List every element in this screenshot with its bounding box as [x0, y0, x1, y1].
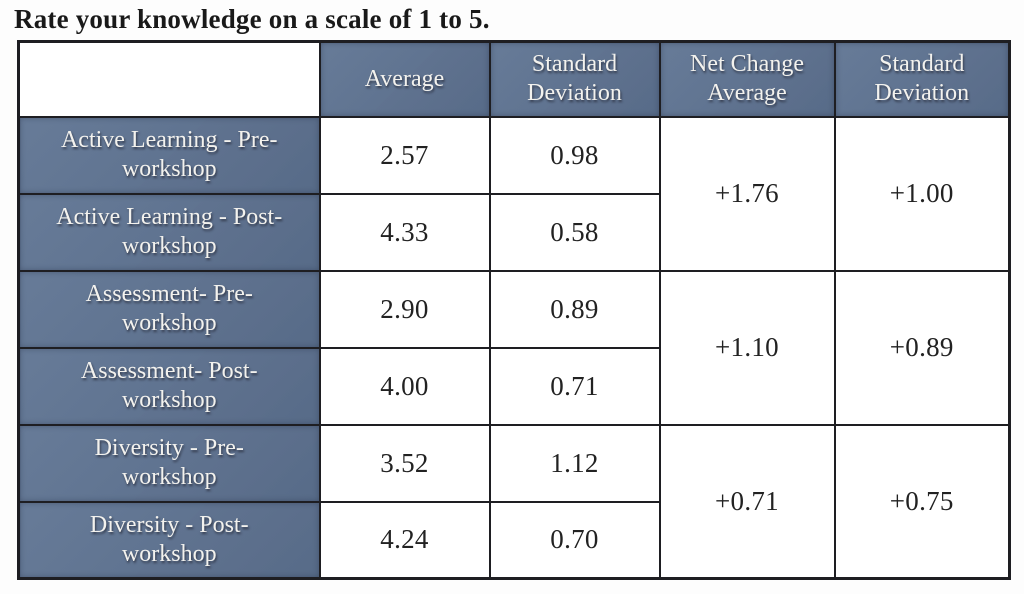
average-value: 2.90 [318, 269, 491, 349]
header-average: Average [318, 40, 491, 118]
average-value: 3.52 [318, 423, 491, 503]
average-value: 4.33 [318, 192, 491, 272]
average-value: 2.57 [318, 115, 491, 195]
table-row: Diversity - Post- workshop 4.24 0.70 [17, 500, 1010, 580]
net-change-std-dev-value: +0.89 [833, 269, 1011, 426]
std-dev-value: 0.98 [488, 115, 661, 195]
std-dev-value: 1.12 [488, 423, 661, 503]
header-net-change-std-dev: Standard Deviation [833, 40, 1011, 118]
page-title: Rate your knowledge on a scale of 1 to 5… [14, 4, 490, 34]
average-value: 4.00 [318, 346, 491, 426]
net-change-average-value: +1.10 [658, 269, 836, 426]
std-dev-value: 0.58 [488, 192, 661, 272]
row-label: Diversity - Pre- workshop [17, 423, 321, 503]
table-row: Active Learning - Post- workshop 4.33 0.… [17, 192, 1010, 272]
net-change-std-dev-value: +1.00 [833, 115, 1011, 272]
knowledge-rating-table: Average Standard Deviation Net Change Av… [17, 40, 1011, 581]
std-dev-value: 0.70 [488, 500, 661, 580]
corner-header-cell [17, 40, 321, 118]
table-row: Diversity - Pre- workshop 3.52 1.12 +0.7… [17, 423, 1011, 580]
row-label: Assessment- Pre- workshop [17, 269, 321, 349]
average-value: 4.24 [318, 500, 491, 580]
net-change-average-value: +1.76 [658, 115, 836, 272]
header-std-dev: Standard Deviation [488, 40, 661, 118]
table-row: Assessment- Post- workshop 4.00 0.71 [17, 346, 1010, 426]
std-dev-value: 0.71 [488, 346, 661, 426]
row-label: Assessment- Post- workshop [17, 346, 321, 426]
net-change-std-dev-value: +0.75 [833, 423, 1011, 580]
row-label: Active Learning - Pre- workshop [17, 115, 321, 195]
std-dev-value: 0.89 [488, 269, 661, 349]
row-label: Diversity - Post- workshop [17, 500, 321, 580]
table-row: Assessment- Pre- workshop 2.90 0.89 +1.1… [17, 269, 1011, 426]
table-row: Active Learning - Pre- workshop 2.57 0.9… [17, 115, 1011, 272]
header-net-change-average: Net Change Average [658, 40, 836, 118]
table-header-row: Average Standard Deviation Net Change Av… [17, 40, 1011, 118]
row-label: Active Learning - Post- workshop [17, 192, 321, 272]
net-change-average-value: +0.71 [658, 423, 836, 580]
